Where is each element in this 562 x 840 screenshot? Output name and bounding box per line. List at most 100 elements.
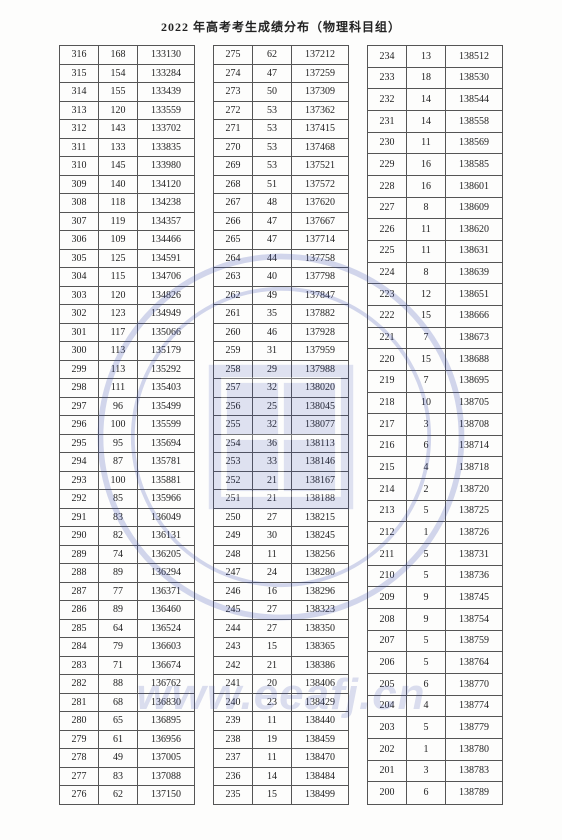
table-cell: 220 — [368, 349, 407, 371]
table-row: 2006138789 — [368, 782, 503, 804]
table-cell: 224 — [368, 262, 407, 284]
table-cell: 137988 — [292, 360, 349, 379]
table-row: 2135138725 — [368, 500, 503, 522]
table-cell: 27 — [253, 601, 292, 620]
table-cell: 138705 — [446, 392, 503, 414]
table-cell: 15 — [407, 305, 446, 327]
table-cell: 15 — [253, 638, 292, 657]
table-cell: 138714 — [446, 435, 503, 457]
table-cell: 134949 — [138, 305, 195, 324]
table-cell: 1 — [407, 739, 446, 761]
table-cell: 137798 — [292, 268, 349, 287]
table-cell: 257 — [214, 379, 253, 398]
table-row: 24724138280 — [214, 564, 349, 583]
table-cell: 135403 — [138, 379, 195, 398]
table-row: 24427138350 — [214, 619, 349, 638]
table-cell: 207 — [368, 630, 407, 652]
table-cell: 311 — [60, 138, 99, 157]
table-cell: 231 — [368, 110, 407, 132]
table-cell: 135781 — [138, 453, 195, 472]
table-row: 26547137714 — [214, 231, 349, 250]
table-cell: 240 — [214, 693, 253, 712]
table-cell: 49 — [253, 286, 292, 305]
table-cell: 7 — [407, 370, 446, 392]
table-cell: 15 — [407, 349, 446, 371]
table-cell: 3 — [407, 414, 446, 436]
table-row: 28168136830 — [60, 693, 195, 712]
table-cell: 137959 — [292, 342, 349, 361]
table-cell: 138745 — [446, 587, 503, 609]
table-row: 2278138609 — [368, 197, 503, 219]
table-cell: 31 — [253, 342, 292, 361]
table-cell: 217 — [368, 414, 407, 436]
table-cell: 138188 — [292, 490, 349, 509]
table-row: 27350137309 — [214, 83, 349, 102]
table-cell: 303 — [60, 286, 99, 305]
table-row: 23911138440 — [214, 712, 349, 731]
table-cell: 300 — [60, 342, 99, 361]
table-cell: 138759 — [446, 630, 503, 652]
table-cell: 6 — [407, 674, 446, 696]
table-cell: 138045 — [292, 397, 349, 416]
table-cell: 25 — [253, 397, 292, 416]
table-row: 22611138620 — [368, 219, 503, 241]
table-cell: 111 — [99, 379, 138, 398]
table-cell: 123 — [99, 305, 138, 324]
table-cell: 9 — [407, 609, 446, 631]
table-cell: 134706 — [138, 268, 195, 287]
table-cell: 274 — [214, 64, 253, 83]
table-row: 21810138705 — [368, 392, 503, 414]
table-cell: 226 — [368, 219, 407, 241]
table-cell: 133 — [99, 138, 138, 157]
table-row: 301117135066 — [60, 323, 195, 342]
table-cell: 308 — [60, 194, 99, 213]
table-cell: 135966 — [138, 490, 195, 509]
table-cell: 51 — [253, 175, 292, 194]
table-cell: 47 — [253, 212, 292, 231]
table-row: 309140134120 — [60, 175, 195, 194]
table-cell: 268 — [214, 175, 253, 194]
table-cell: 137882 — [292, 305, 349, 324]
table-cell: 32 — [253, 379, 292, 398]
table-cell: 295 — [60, 434, 99, 453]
table-cell: 49 — [99, 749, 138, 768]
table-cell: 61 — [99, 730, 138, 749]
table-cell: 270 — [214, 138, 253, 157]
table-row: 27447137259 — [214, 64, 349, 83]
table-cell: 138609 — [446, 197, 503, 219]
table-row: 2089138754 — [368, 609, 503, 631]
table-cell: 239 — [214, 712, 253, 731]
table-cell: 137847 — [292, 286, 349, 305]
table-cell: 136674 — [138, 656, 195, 675]
table-row: 26953137521 — [214, 157, 349, 176]
table-cell: 134591 — [138, 249, 195, 268]
table-cell: 138146 — [292, 453, 349, 472]
table-cell: 87 — [99, 453, 138, 472]
table-cell: 271 — [214, 120, 253, 139]
table-cell: 11 — [407, 219, 446, 241]
table-cell: 11 — [253, 545, 292, 564]
table-row: 27053137468 — [214, 138, 349, 157]
table-row: 27253137362 — [214, 101, 349, 120]
table-row: 25436138113 — [214, 434, 349, 453]
table-cell: 136371 — [138, 582, 195, 601]
table-cell: 6 — [407, 435, 446, 457]
table-row: 26046137928 — [214, 323, 349, 342]
table-cell: 136205 — [138, 545, 195, 564]
table-cell: 316 — [60, 46, 99, 65]
table-cell: 137928 — [292, 323, 349, 342]
table-row: 302123134949 — [60, 305, 195, 324]
table-cell: 138666 — [446, 305, 503, 327]
table-cell: 109 — [99, 231, 138, 250]
table-row: 23114138558 — [368, 110, 503, 132]
table-row: 314155133439 — [60, 83, 195, 102]
table-cell: 138323 — [292, 601, 349, 620]
table-cell: 232 — [368, 89, 407, 111]
table-row: 2121138726 — [368, 522, 503, 544]
table-cell: 138296 — [292, 582, 349, 601]
table-row: 27783137088 — [60, 767, 195, 786]
table-cell: 218 — [368, 392, 407, 414]
table-cell: 214 — [368, 479, 407, 501]
table-cell: 234 — [368, 46, 407, 68]
table-cell: 310 — [60, 157, 99, 176]
